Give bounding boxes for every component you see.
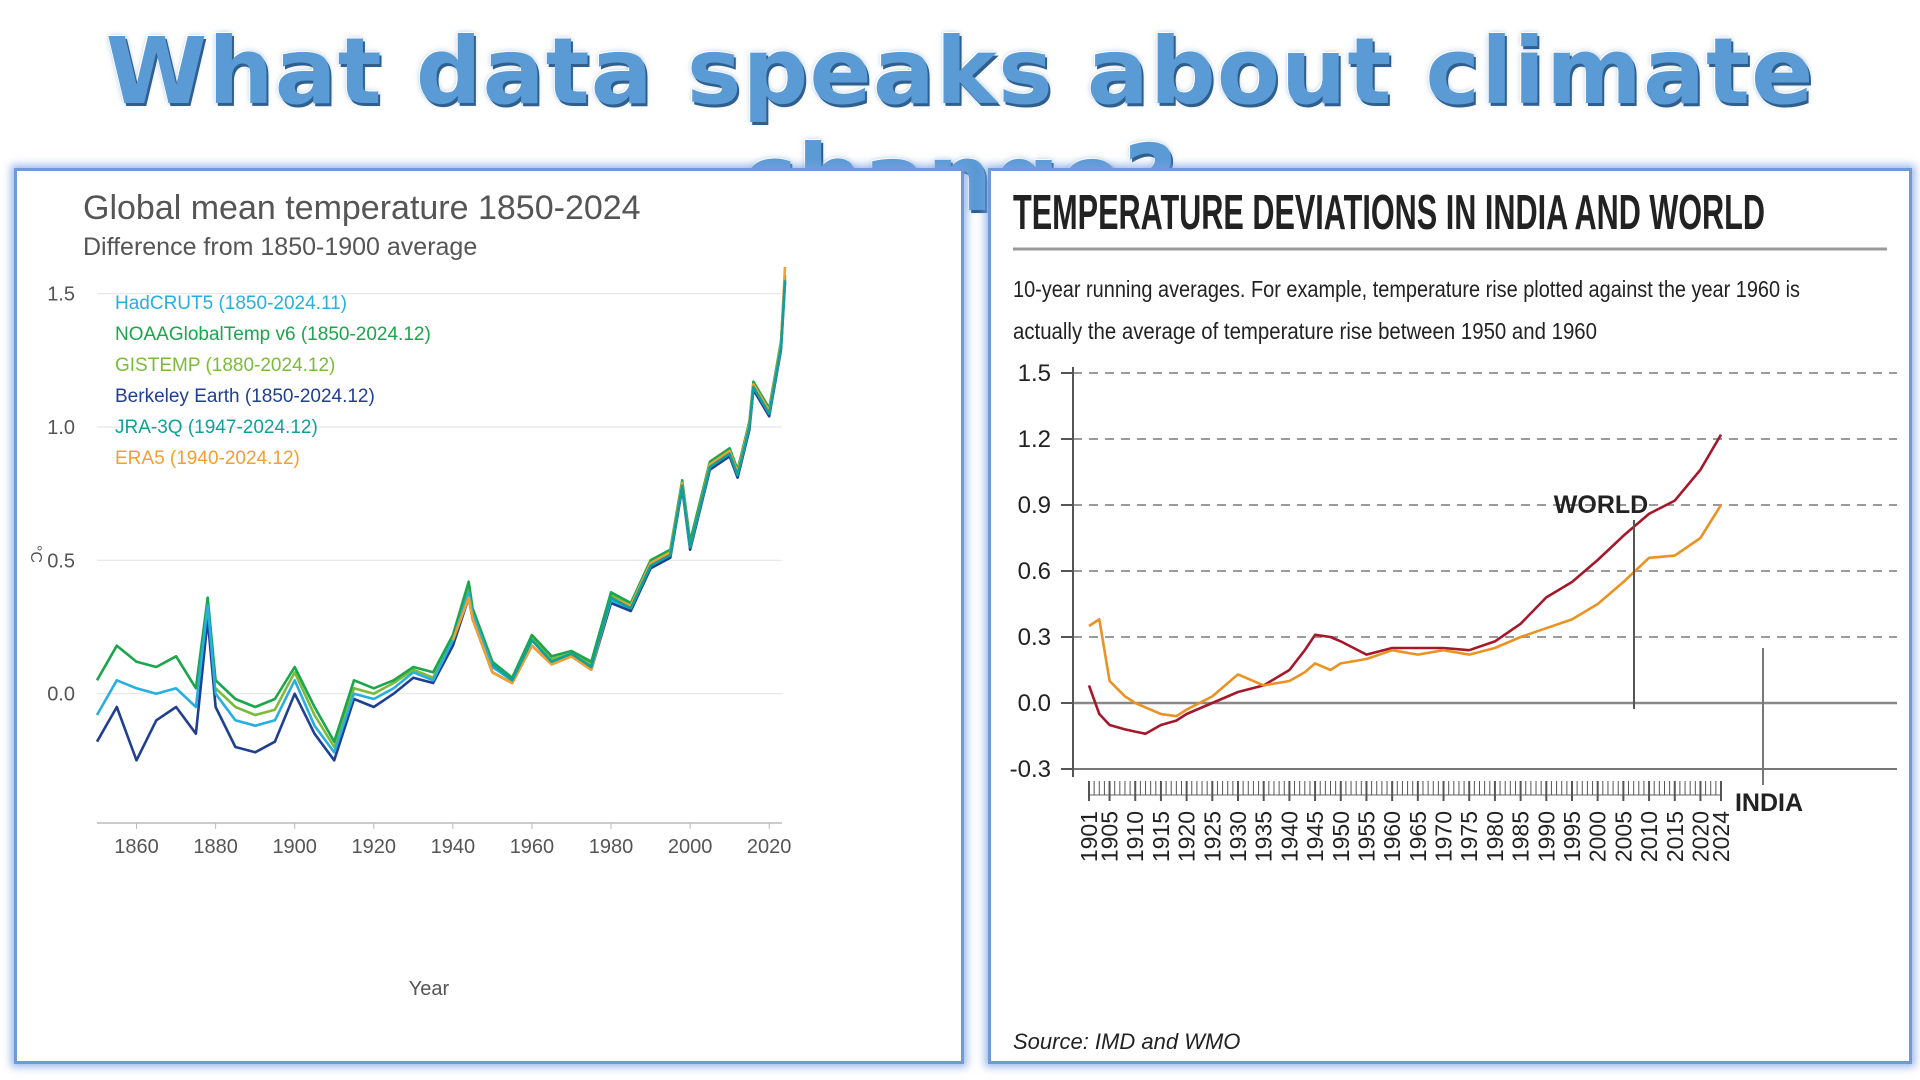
global-temperature-chart: Global mean temperature 1850-2024 Differ… [27,189,792,1000]
right-y-tick-label: 0.6 [1018,558,1051,585]
y-unit-label: °C [27,545,44,563]
legend-item: ERA5 (1940-2024.12) [115,448,300,469]
right-x-tick-label: 1995 [1559,811,1585,862]
left-chart-subtitle: Difference from 1850-1900 average [83,233,477,261]
right-y-tick-label: 0.0 [1018,690,1051,717]
world-label: WORLD [1554,491,1648,519]
right-y-tick-label: 1.5 [1018,360,1051,387]
right-x-tick-label: 1955 [1354,811,1380,862]
right-series-line [1088,504,1723,718]
india-world-panel: TEMPERATURE DEVIATIONS IN INDIA AND WORL… [988,168,1912,1064]
left-x-tick-label: 1960 [510,836,555,858]
right-x-tick-label: 1915 [1148,811,1174,862]
right-x-tick-label: 1990 [1533,811,1559,862]
right-x-tick-label: 1935 [1251,811,1277,862]
india-label: INDIA [1735,789,1803,817]
left-series-line [451,266,787,685]
right-x-tick-label: 2000 [1585,811,1611,862]
right-x-tick-label: 2005 [1610,811,1636,862]
legend-item: Berkeley Earth (1850-2024.12) [115,386,375,407]
right-x-tick-label: 1970 [1431,811,1457,862]
right-x-tick-label: 2010 [1636,811,1662,862]
left-y-tick-label: 1.0 [47,417,75,439]
right-x-tick-label: 1980 [1482,811,1508,862]
left-chart-title: Global mean temperature 1850-2024 [83,189,641,227]
legend-item: JRA-3Q (1947-2024.12) [115,417,318,438]
left-x-tick-label: 1980 [589,836,634,858]
left-x-tick-label: 2000 [668,836,713,858]
right-x-tick-label: 1930 [1225,811,1251,862]
right-y-tick-label: 0.3 [1018,624,1051,651]
source-note: Source: IMD and WMO [1013,1029,1240,1054]
right-x-tick-label: 1985 [1508,811,1534,862]
right-x-tick-label: 1950 [1328,811,1354,862]
legend-item: HadCRUT5 (1850-2024.11) [115,293,347,314]
legend-item: GISTEMP (1880-2024.12) [115,355,335,376]
left-x-tick-label: 2020 [747,836,792,858]
right-description-line2: actually the average of temperature rise… [1013,318,1597,344]
global-temperature-panel: Global mean temperature 1850-2024 Differ… [14,168,964,1064]
right-y-tick-label: 1.2 [1018,426,1051,453]
right-x-tick-label: 1945 [1302,811,1328,862]
left-x-tick-label: 1880 [193,836,238,858]
right-y-tick-label: -0.3 [1010,756,1051,783]
left-series-line [491,280,787,682]
right-y-tick-label: 0.9 [1018,492,1051,519]
right-x-tick-label: 1910 [1122,811,1148,862]
left-y-tick-label: 0.0 [47,684,75,706]
x-axis-label: Year [409,978,450,1000]
left-y-tick-label: 0.5 [47,550,75,572]
right-x-tick-label: 1975 [1456,811,1482,862]
left-x-tick-label: 1920 [352,836,397,858]
right-x-tick-label: 1905 [1097,811,1123,862]
right-x-tick-label: 2020 [1687,811,1713,862]
legend-item: NOAAGlobalTemp v6 (1850-2024.12) [115,324,431,345]
left-x-tick-label: 1900 [272,836,317,858]
left-x-tick-label: 1940 [431,836,476,858]
right-x-tick-label: 1960 [1379,811,1405,862]
right-x-tick-label: 2015 [1662,811,1688,862]
india-world-chart: TEMPERATURE DEVIATIONS IN INDIA AND WORL… [1010,186,1897,1054]
right-chart-title: TEMPERATURE DEVIATIONS IN INDIA AND WORL… [1013,186,1765,240]
left-y-tick-label: 1.5 [47,284,75,306]
right-x-tick-label: 2024 [1708,811,1734,862]
right-x-tick-label: 1925 [1199,811,1225,862]
right-x-tick-label: 1965 [1405,811,1431,862]
left-x-tick-label: 1860 [114,836,159,858]
right-series-line [1087,433,1723,736]
right-description-line1: 10-year running averages. For example, t… [1013,276,1800,302]
right-x-tick-label: 1901 [1076,811,1102,862]
right-x-tick-label: 1940 [1276,811,1302,862]
right-x-tick-label: 1920 [1174,811,1200,862]
